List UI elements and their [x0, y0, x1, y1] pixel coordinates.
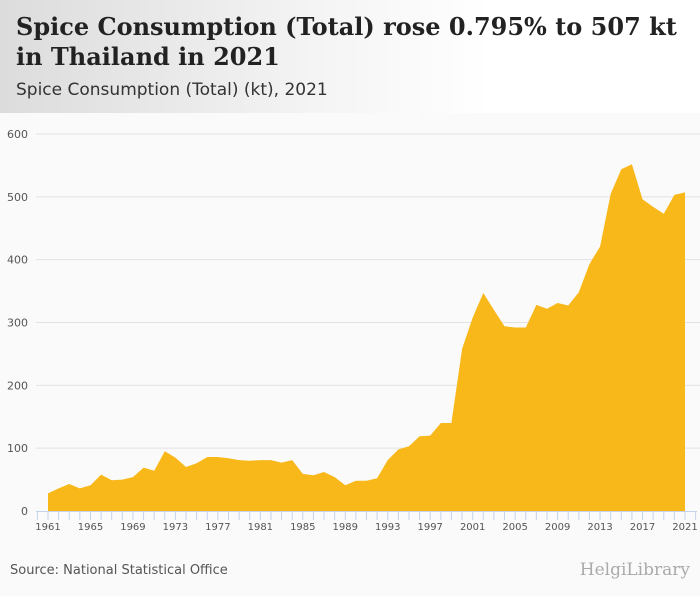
chart-subtitle: Spice Consumption (Total) (kt), 2021 [16, 80, 328, 100]
x-tick-label: 2017 [630, 522, 655, 533]
x-tick-label: 1973 [163, 522, 188, 533]
y-tick-label: 300 [7, 317, 28, 330]
x-tick-label: 1969 [120, 522, 145, 533]
header: Spice Consumption (Total) rose 0.795% to… [0, 0, 700, 113]
helgilibrary-logo: HelgiLibrary [579, 560, 690, 580]
chart-title: Spice Consumption (Total) rose 0.795% to… [16, 12, 677, 71]
x-tick-label: 1981 [248, 522, 273, 533]
x-tick-label: 1965 [78, 522, 103, 533]
y-tick-label: 200 [7, 379, 28, 392]
x-tick-label: 2013 [587, 522, 612, 533]
area-chart: 0 100 200 300 400 500 600 1961 1965 1969 1973 1977 1… [7, 128, 700, 533]
x-tick-label: 1989 [333, 522, 358, 533]
x-tick-label: 2009 [545, 522, 570, 533]
x-tick-label: 1977 [205, 522, 230, 533]
area-series [48, 164, 685, 511]
x-tick-label: 2005 [502, 522, 527, 533]
x-tick-label: 2021 [672, 522, 697, 533]
y-tick-label: 100 [7, 442, 28, 455]
x-tick-label: 1961 [35, 522, 60, 533]
y-tick-label: 400 [7, 254, 28, 267]
x-tick-label: 1997 [417, 522, 442, 533]
y-tick-label: 500 [7, 191, 28, 204]
source-note: Source: National Statistical Office [10, 563, 228, 578]
y-tick-label: 600 [7, 128, 28, 141]
x-tick-label: 2001 [460, 522, 485, 533]
x-tick-label: 1985 [290, 522, 315, 533]
x-tick-label: 1993 [375, 522, 400, 533]
y-tick-label: 0 [21, 505, 28, 518]
